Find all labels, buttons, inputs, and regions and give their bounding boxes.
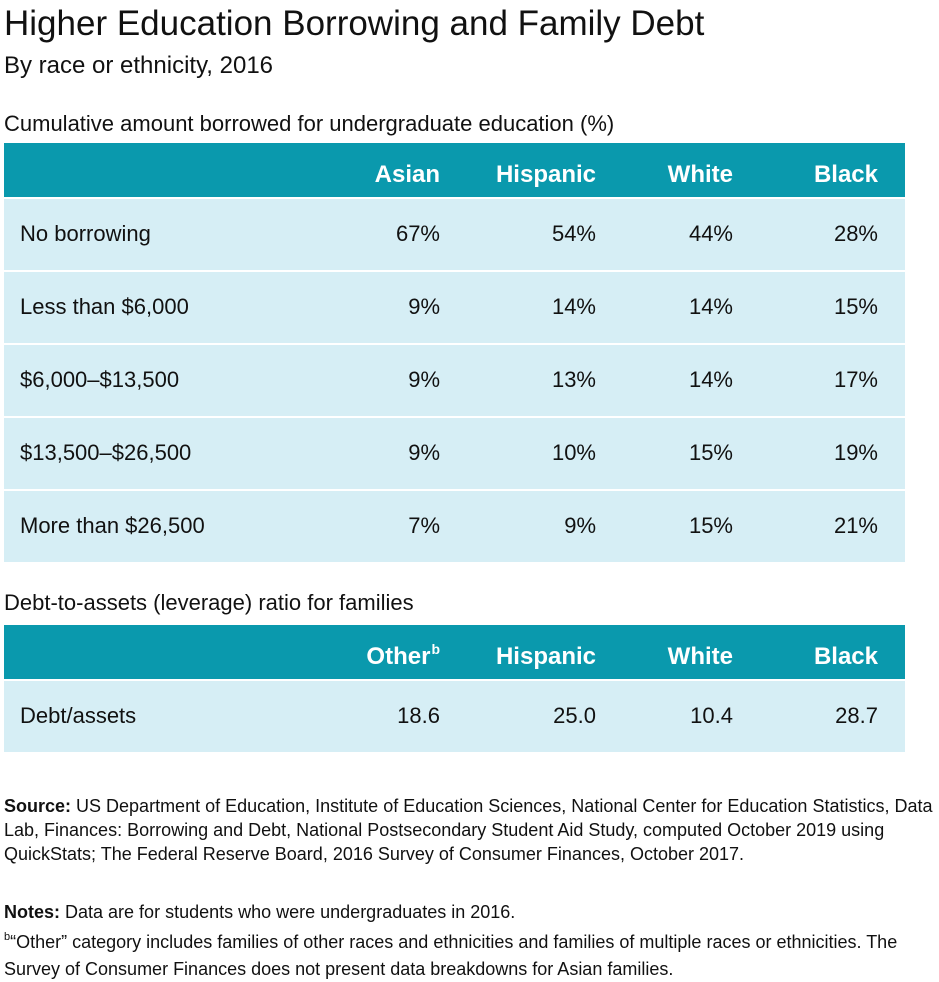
page-title: Higher Education Borrowing and Family De… [4,4,705,43]
table-row: $6,000–$13,500 9% 13% 14% 17% [4,343,905,416]
table-cell: 44% [688,221,733,246]
table-header: Asian Hispanic White Black [4,143,905,197]
table-cell: 15% [833,294,878,319]
table-cell: 9% [408,440,440,465]
notes-text: Data are for students who were undergrad… [60,902,516,922]
footnote-mark: b [4,931,11,943]
column-header: Hispanic [496,143,596,197]
notes-label: Notes: [4,902,61,922]
row-label: $6,000–$13,500 [20,367,180,392]
source-label: Source: [4,796,72,816]
row-label: More than $26,500 [20,513,205,538]
table-header: Otherb Hispanic White Black [4,625,905,679]
column-header: Black [814,143,878,197]
table-cell: 15% [688,440,733,465]
column-header-label: Other [366,643,431,670]
notes: Notes: Data are for students who were un… [4,900,934,924]
table-row: Debt/assets 18.6 25.0 10.4 28.7 [4,679,905,752]
source-text: US Department of Education, Institute of… [4,796,933,864]
table-row: No borrowing 67% 54% 44% 28% [4,197,905,270]
table-cell: 10% [551,440,596,465]
column-header-label: Black [813,643,878,670]
table-row: More than $26,500 7% 9% 15% 21% [4,489,905,562]
table-cell: 9% [564,513,596,538]
table-cell: 9% [408,367,440,392]
column-header: White [668,625,733,679]
table-cell: 19% [833,440,878,465]
page-subtitle: By race or ethnicity, 2016 [4,52,274,79]
table2-title: Debt-to-assets (leverage) ratio for fami… [4,590,414,615]
table-cell: 15% [688,513,733,538]
table-cell: 67% [395,221,440,246]
footnote: b“Other” category includes families of o… [4,930,934,981]
column-header: White [668,143,733,197]
column-header: Black [814,625,878,679]
column-header-label: Asian [374,161,440,188]
table-cell: 17% [833,367,878,392]
column-header-label: Hispanic [495,161,596,188]
column-header-label: White [667,161,733,188]
debt-assets-table: Otherb Hispanic White Black Debt/assets 18.6 2… [4,625,905,752]
table-cell: 28% [833,221,878,246]
column-header: Otherb [366,625,440,679]
row-label: Debt/assets [20,703,137,728]
column-header-label: Black [813,161,878,188]
table-cell: 14% [688,294,733,319]
row-label: Less than $6,000 [20,294,189,319]
row-label: $13,500–$26,500 [20,440,192,465]
table-cell: 9% [408,294,440,319]
table-row: $13,500–$26,500 9% 10% 15% 19% [4,416,905,489]
footnote-marker: b [431,641,440,657]
table-cell: 14% [688,367,733,392]
table-cell: 18.6 [397,703,440,728]
column-header-label: Hispanic [495,643,596,670]
table-cell: 13% [551,367,596,392]
borrowing-table: Asian Hispanic White Black No borrowing 67% 54… [4,143,905,562]
table-cell: 25.0 [553,703,596,728]
source-note: Source: US Department of Education, Inst… [4,794,934,866]
column-header: Asian [375,143,440,197]
table-cell: 54% [551,221,596,246]
table-row: Less than $6,000 9% 14% 14% 15% [4,270,905,343]
column-header: Hispanic [496,625,596,679]
table-cell: 28.7 [835,703,878,728]
table-cell: 14% [551,294,596,319]
table1-title: Cumulative amount borrowed for undergrad… [4,111,615,136]
row-label: No borrowing [20,221,151,246]
table-cell: 21% [833,513,878,538]
column-header-label: White [667,643,733,670]
footnote-text: “Other” category includes families of ot… [4,932,898,979]
table-cell: 7% [408,513,440,538]
table-cell: 10.4 [690,703,733,728]
